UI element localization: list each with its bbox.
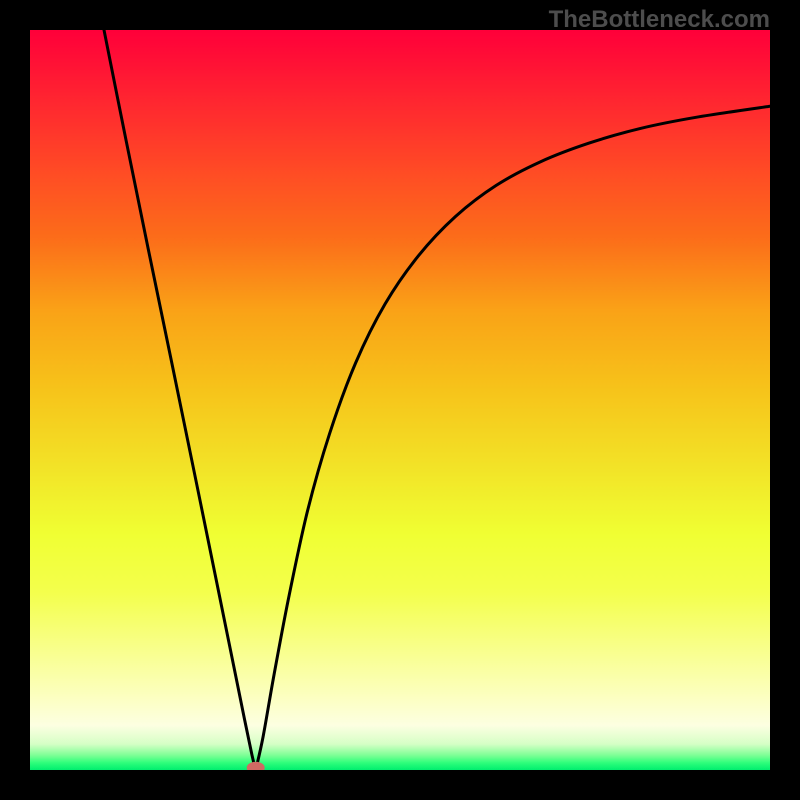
watermark-text: TheBottleneck.com xyxy=(549,6,770,34)
plot-area xyxy=(30,30,770,770)
gradient-background xyxy=(30,30,770,770)
